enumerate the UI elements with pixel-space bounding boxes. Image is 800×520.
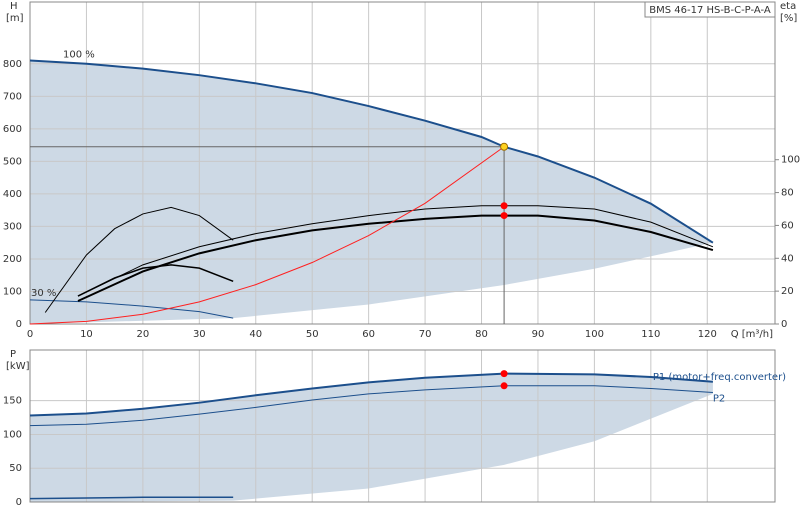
operating-range [30, 373, 713, 502]
x-tick-label: 10 [80, 329, 93, 340]
y-tick-label: 400 [3, 189, 22, 200]
y-tick-label: 200 [3, 254, 22, 265]
y-tick-label: 0 [16, 319, 22, 330]
x-tick-label: 50 [306, 329, 319, 340]
y2-tick-label: 20 [781, 286, 794, 297]
curve [77, 214, 714, 302]
y2-tick-label: 100 [781, 155, 800, 166]
x-axis-label: Q [m³/h] [731, 329, 773, 340]
x-tick-label: 80 [475, 329, 488, 340]
x-tick-label: 100 [585, 329, 604, 340]
y-axis-label: P [10, 349, 16, 360]
y-tick-label: 600 [3, 124, 22, 135]
plot-frame [29, 1, 776, 325]
curve [29, 496, 234, 500]
y-axis-unit: [kW] [6, 361, 30, 372]
title-box [644, 1, 776, 18]
operating-point [500, 370, 508, 378]
curve [29, 146, 505, 325]
x-tick-label: 90 [532, 329, 545, 340]
chart-title: BMS 46-17 HS-B-C-P-A-A [649, 5, 771, 16]
y-tick-label: 100 [3, 286, 22, 297]
curve-label: 100 % [63, 50, 95, 61]
curve-label: P1 (motor+freq.converter) [653, 372, 786, 383]
plot-frame [29, 349, 776, 503]
operating-point [500, 142, 509, 151]
y-tick-label: 0 [16, 497, 22, 508]
operating-range [30, 60, 713, 324]
curve [29, 385, 713, 427]
panel: 0 100 200 300 400 500 600 700 800 0 20 40 60 80 100 0 10… [3, 1, 800, 340]
x-tick-label: 40 [249, 329, 262, 340]
y2-axis-label: eta [780, 1, 796, 12]
y-tick-label: 300 [3, 221, 22, 232]
y-tick-label: 500 [3, 156, 22, 167]
x-tick-label: 30 [193, 329, 206, 340]
y2-axis-unit: [%] [780, 13, 797, 24]
y-tick-label: 150 [3, 396, 22, 407]
x-tick-label: 20 [137, 329, 150, 340]
y-tick-label: 100 [3, 429, 22, 440]
curve [29, 59, 714, 244]
curve [77, 205, 714, 297]
y2-tick-label: 0 [781, 319, 787, 330]
curve-label: P2 [713, 394, 725, 405]
operating-point [500, 382, 508, 390]
y-axis-unit: [m] [6, 13, 24, 24]
y2-tick-label: 40 [781, 253, 794, 264]
y-tick-label: 800 [3, 59, 22, 70]
x-tick-label: 70 [419, 329, 432, 340]
y2-tick-label: 60 [781, 220, 794, 231]
curve [77, 264, 234, 297]
y-axis-label: H [10, 1, 18, 12]
curve [44, 206, 234, 313]
operating-point [500, 212, 508, 220]
operating-point [500, 202, 508, 210]
curve [29, 372, 713, 417]
curve [29, 299, 234, 319]
y2-tick-label: 80 [781, 188, 794, 199]
x-tick-label: 120 [698, 329, 717, 340]
y-tick-label: 50 [9, 463, 22, 474]
panel: 0 50 100 150 P[kW] P1 (motor+freq.converter) P… [3, 349, 786, 508]
x-tick-label: 110 [641, 329, 660, 340]
y-tick-label: 700 [3, 91, 22, 102]
x-tick-label: 60 [362, 329, 375, 340]
curve-label: 30 % [31, 288, 56, 299]
x-tick-label: 0 [27, 329, 33, 340]
